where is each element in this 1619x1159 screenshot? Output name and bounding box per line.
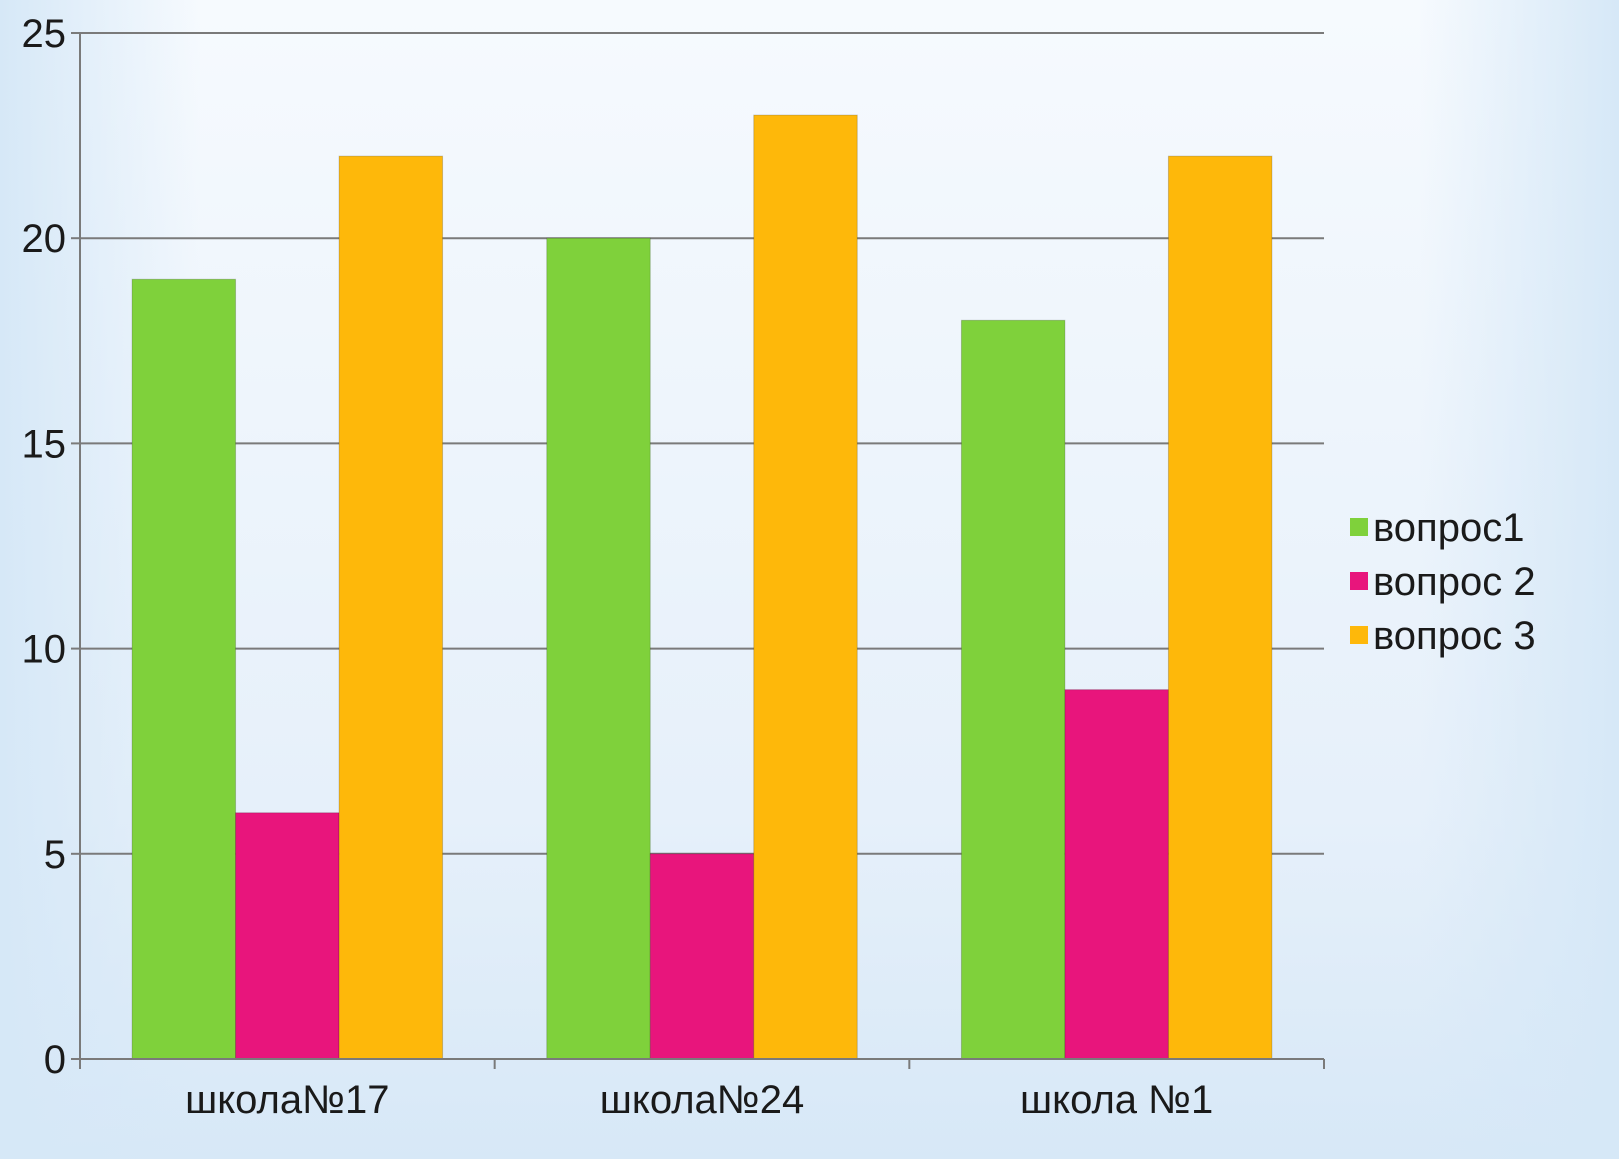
axes: [71, 32, 1325, 1069]
legend-label-2: вопрос 2: [1373, 560, 1536, 604]
y-tick-label: 5: [44, 833, 66, 877]
background-glow-right: [1419, 0, 1619, 1159]
legend: вопрос1 вопрос 2 вопрос 3: [1350, 506, 1536, 658]
x-category-label: школа №1: [1020, 1078, 1213, 1122]
y-tick-label: 20: [22, 217, 67, 261]
legend-swatch-2: [1350, 572, 1368, 590]
bar-3-2: [753, 114, 858, 1060]
legend-label-1: вопрос1: [1373, 506, 1524, 550]
legend-swatch-1: [1350, 518, 1368, 536]
tick-labels: 0 5 10 15 20 25 школа№17 школа№24 школа №1: [22, 12, 1214, 1122]
bar-2-1: [235, 812, 340, 1060]
bar-3-3: [1167, 155, 1273, 1060]
legend-swatch-3: [1350, 626, 1368, 644]
y-tick-label: 10: [22, 628, 67, 672]
bar-1-1: [131, 278, 237, 1060]
y-tick-label: 0: [44, 1038, 66, 1082]
x-category-label: школа№17: [185, 1078, 389, 1122]
bar-2-3: [1064, 689, 1169, 1060]
x-category-label: школа№24: [600, 1078, 804, 1122]
y-tick-label: 15: [22, 422, 67, 466]
bar-1-3: [960, 319, 1066, 1060]
bar-2-2: [649, 853, 755, 1060]
legend-label-3: вопрос 3: [1373, 614, 1536, 658]
y-tick-label: 25: [22, 12, 67, 56]
bar-1-2: [546, 237, 651, 1060]
bar-3-1: [338, 155, 444, 1060]
bars: [131, 114, 1273, 1060]
